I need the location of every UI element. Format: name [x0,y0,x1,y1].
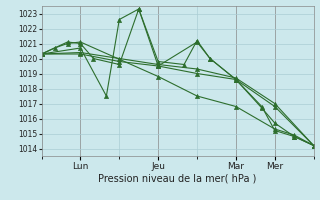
X-axis label: Pression niveau de la mer( hPa ): Pression niveau de la mer( hPa ) [99,173,257,183]
